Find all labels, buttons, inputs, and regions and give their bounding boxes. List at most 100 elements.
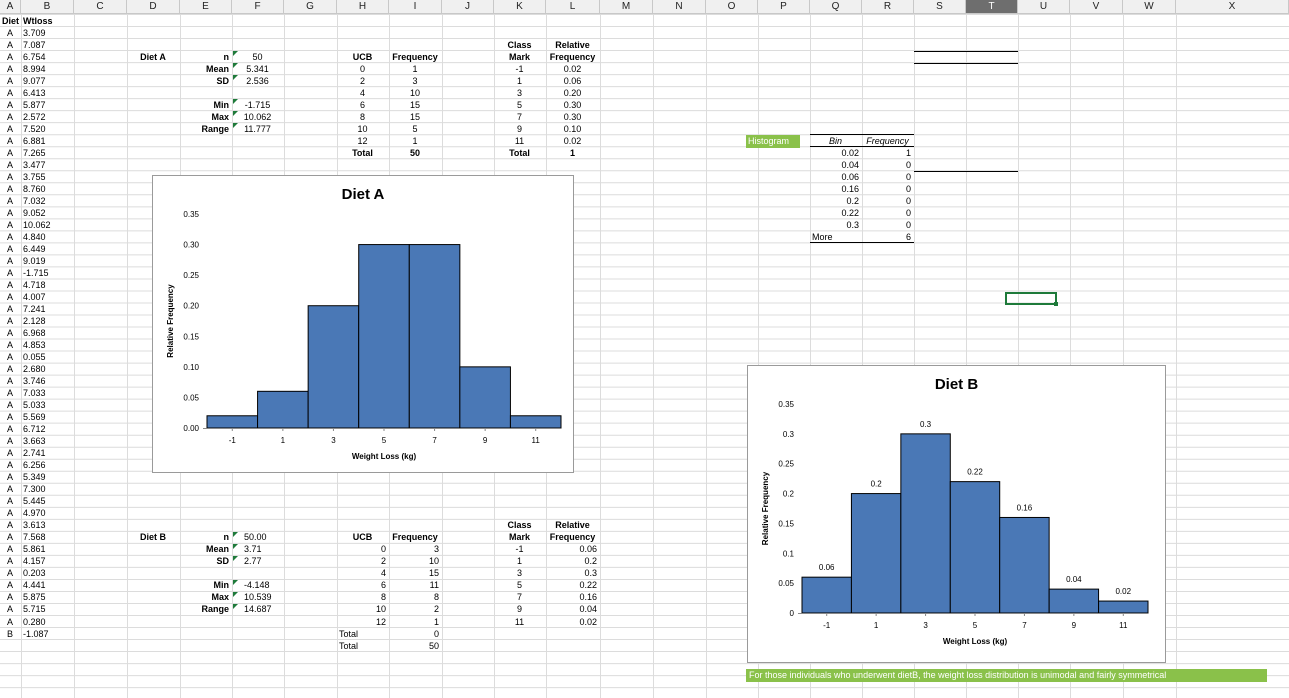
diet-cell[interactable]: A — [6, 267, 13, 278]
diet-b-label[interactable]: Diet B — [139, 532, 166, 543]
diet-cell[interactable]: A — [6, 279, 13, 290]
diet-b-chart[interactable]: Diet B 0 0.05 0.1 0.15 0.2 0.25 0.3 0.35 0.06 0.2… — [747, 365, 1166, 663]
wtloss-cell[interactable]: 2.741 — [23, 448, 46, 459]
diet-b-class-header[interactable]: Class — [507, 520, 532, 531]
diet-a-stat-value[interactable]: 10.062 — [243, 111, 272, 122]
diet-a-rel-total-label[interactable]: Total — [509, 147, 530, 158]
column-header-k[interactable]: K — [494, 0, 546, 14]
diet-cell[interactable]: A — [6, 51, 13, 62]
diet-cell[interactable]: A — [6, 412, 13, 423]
wtloss-cell[interactable]: -1.087 — [23, 628, 49, 639]
diet-a-stat-value[interactable]: -1.715 — [244, 99, 271, 110]
wtloss-cell[interactable]: 5.349 — [23, 472, 46, 483]
diet-cell[interactable]: A — [6, 520, 13, 531]
diet-cell[interactable]: B — [6, 628, 13, 639]
bin-value[interactable]: 0.04 — [841, 159, 859, 170]
diet-b-class-mark[interactable]: 9 — [516, 604, 522, 615]
bin-frequency[interactable]: 0 — [905, 159, 911, 170]
wtloss-cell[interactable]: 3.709 — [23, 27, 46, 38]
histogram-bar[interactable] — [900, 433, 951, 614]
histogram-bar[interactable] — [1048, 588, 1100, 614]
wtloss-cell[interactable]: 5.861 — [23, 544, 46, 555]
diet-b-class-mark[interactable]: 11 — [514, 616, 525, 627]
diet-cell[interactable]: A — [6, 183, 13, 194]
diet-b-mark-header[interactable]: Mark — [508, 532, 530, 543]
diet-cell[interactable]: A — [6, 388, 13, 399]
diet-a-stat-value[interactable]: 50 — [252, 51, 263, 62]
histogram-bar[interactable] — [307, 305, 360, 429]
diet-a-rel-freq[interactable]: 0.02 — [563, 63, 582, 74]
wtloss-cell[interactable]: 9.019 — [23, 255, 46, 266]
diet-b-stat-label[interactable]: Min — [213, 580, 230, 591]
column-header-i[interactable]: I — [389, 0, 442, 14]
wtloss-cell[interactable]: 0.055 — [23, 352, 46, 363]
column-header-l[interactable]: L — [546, 0, 600, 14]
diet-b-ucb[interactable]: 6 — [380, 580, 386, 591]
wtloss-cell[interactable]: 3.746 — [23, 376, 46, 387]
diet-b-stat-value[interactable]: 14.687 — [244, 604, 272, 615]
diet-b-total-label[interactable]: Total — [339, 628, 359, 639]
diet-b-ucb[interactable]: 2 — [380, 556, 386, 567]
diet-a-rel-freq[interactable]: 0.30 — [563, 99, 582, 110]
diet-cell[interactable]: A — [6, 460, 13, 471]
bin-value[interactable]: 0.2 — [846, 195, 859, 206]
bin-frequency[interactable]: 0 — [905, 183, 911, 194]
diet-b-rel-freq[interactable]: 0.2 — [584, 556, 597, 567]
diet-b-total-value[interactable]: 50 — [428, 640, 439, 651]
diet-a-ucb[interactable]: 12 — [357, 135, 368, 146]
diet-b-rel-freq[interactable]: 0.06 — [579, 544, 597, 555]
wtloss-cell[interactable]: 6.449 — [23, 243, 46, 254]
wtloss-cell[interactable]: 0.280 — [23, 616, 46, 627]
column-header-q[interactable]: Q — [810, 0, 862, 14]
wtloss-cell[interactable]: 2.572 — [23, 111, 46, 122]
diet-b-total-value[interactable]: 0 — [433, 628, 439, 639]
diet-a-stat-value[interactable]: 2.536 — [246, 75, 269, 86]
bin-value[interactable]: 0.02 — [841, 147, 859, 158]
wtloss-cell[interactable]: 8.760 — [23, 183, 46, 194]
wtloss-cell[interactable]: 5.875 — [23, 592, 46, 603]
diet-a-relfreq-header[interactable]: Frequency — [549, 51, 596, 62]
diet-b-freq[interactable]: 10 — [428, 556, 439, 567]
column-header-s[interactable]: S — [914, 0, 966, 14]
column-header-w[interactable]: W — [1123, 0, 1176, 14]
bin-value[interactable]: 0.22 — [841, 207, 859, 218]
diet-a-stat-value[interactable]: 5.341 — [246, 63, 269, 74]
wtloss-cell[interactable]: 0.203 — [23, 568, 46, 579]
diet-b-ucb[interactable]: 4 — [380, 568, 386, 579]
wtloss-cell[interactable]: 3.755 — [23, 171, 46, 182]
column-header-v[interactable]: V — [1070, 0, 1123, 14]
wtloss-cell[interactable]: 2.680 — [23, 364, 46, 375]
diet-a-chart[interactable]: Diet A 0.00 0.05 0.10 0.15 0.20 0.25 0.30 0.35 -… — [152, 175, 574, 473]
diet-a-rel-freq[interactable]: 0.30 — [563, 111, 582, 122]
diet-a-total-value[interactable]: 50 — [409, 147, 420, 158]
diet-a-class-mark[interactable]: 5 — [516, 99, 522, 110]
diet-a-stat-label[interactable]: Max — [211, 111, 229, 122]
column-header-h[interactable]: H — [337, 0, 389, 14]
histogram-bar[interactable] — [408, 244, 461, 429]
diet-b-ucb[interactable]: 0 — [380, 544, 386, 555]
bin-value[interactable]: 0.06 — [841, 171, 859, 182]
wtloss-cell[interactable]: 4.007 — [23, 291, 46, 302]
diet-cell[interactable]: A — [6, 171, 13, 182]
bin-value[interactable]: 0.3 — [846, 219, 859, 230]
diet-cell[interactable]: A — [6, 340, 13, 351]
diet-cell[interactable]: A — [6, 592, 13, 603]
wtloss-cell[interactable]: 7.032 — [23, 195, 46, 206]
wtloss-cell[interactable]: 7.300 — [23, 484, 46, 495]
diet-b-stat-value[interactable]: -4.148 — [244, 580, 270, 591]
diet-b-class-mark[interactable]: 5 — [516, 580, 522, 591]
diet-cell[interactable]: A — [6, 207, 13, 218]
wtloss-cell[interactable]: 7.568 — [23, 532, 46, 543]
wtloss-cell[interactable]: 3.613 — [23, 520, 46, 531]
histogram-bar[interactable] — [999, 516, 1050, 614]
bin-frequency[interactable]: 6 — [905, 231, 911, 242]
diet-b-relfreq-header[interactable]: Frequency — [549, 532, 596, 543]
diet-cell[interactable]: A — [6, 243, 13, 254]
diet-a-freq[interactable]: 15 — [409, 99, 420, 110]
diet-cell[interactable]: A — [6, 328, 13, 339]
wtloss-cell[interactable]: 9.077 — [23, 75, 46, 86]
column-header-j[interactable]: J — [442, 0, 494, 14]
diet-cell[interactable]: A — [6, 424, 13, 435]
diet-cell[interactable]: A — [6, 496, 13, 507]
diet-a-freq[interactable]: 10 — [409, 87, 420, 98]
